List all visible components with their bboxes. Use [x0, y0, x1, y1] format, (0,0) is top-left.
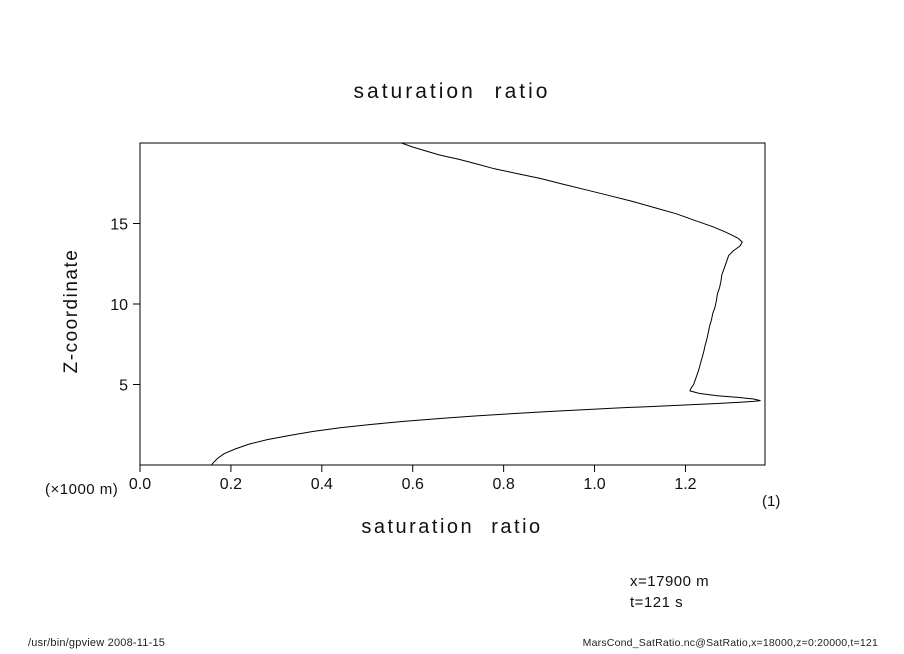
x-tick-label: 0.2	[220, 476, 242, 493]
annotation-time: t=121 s	[630, 594, 684, 611]
x-tick-label: 1.0	[583, 476, 605, 493]
y-tick-label: 15	[110, 217, 128, 234]
curve-SatRatio	[211, 143, 761, 465]
chart-title: saturation ratio	[353, 80, 551, 103]
x-tick-label: 0.8	[493, 476, 515, 493]
x-tick-label: 0.6	[402, 476, 424, 493]
y-tick-label: 5	[119, 378, 128, 395]
x-axis-title: saturation ratio	[361, 516, 543, 538]
footer-command-line: /usr/bin/gpview 2008-11-15	[28, 637, 166, 649]
x-tick-label: 0.4	[311, 476, 333, 493]
plot-frame	[139, 142, 766, 466]
x-tick-label: 0.0	[129, 476, 151, 493]
footer-data-source: MarsCond_SatRatio.nc@SatRatio,x=18000,z=…	[582, 637, 878, 649]
annotation-block: x=17900 m t=121 s	[630, 571, 709, 613]
y-tick-label: 10	[110, 297, 128, 314]
annotation-x-position: x=17900 m	[630, 573, 710, 590]
y-axis-units: (×1000 m)	[45, 481, 119, 498]
x-tick-label: 1.2	[674, 476, 696, 493]
x-axis-units: (1)	[762, 493, 781, 510]
